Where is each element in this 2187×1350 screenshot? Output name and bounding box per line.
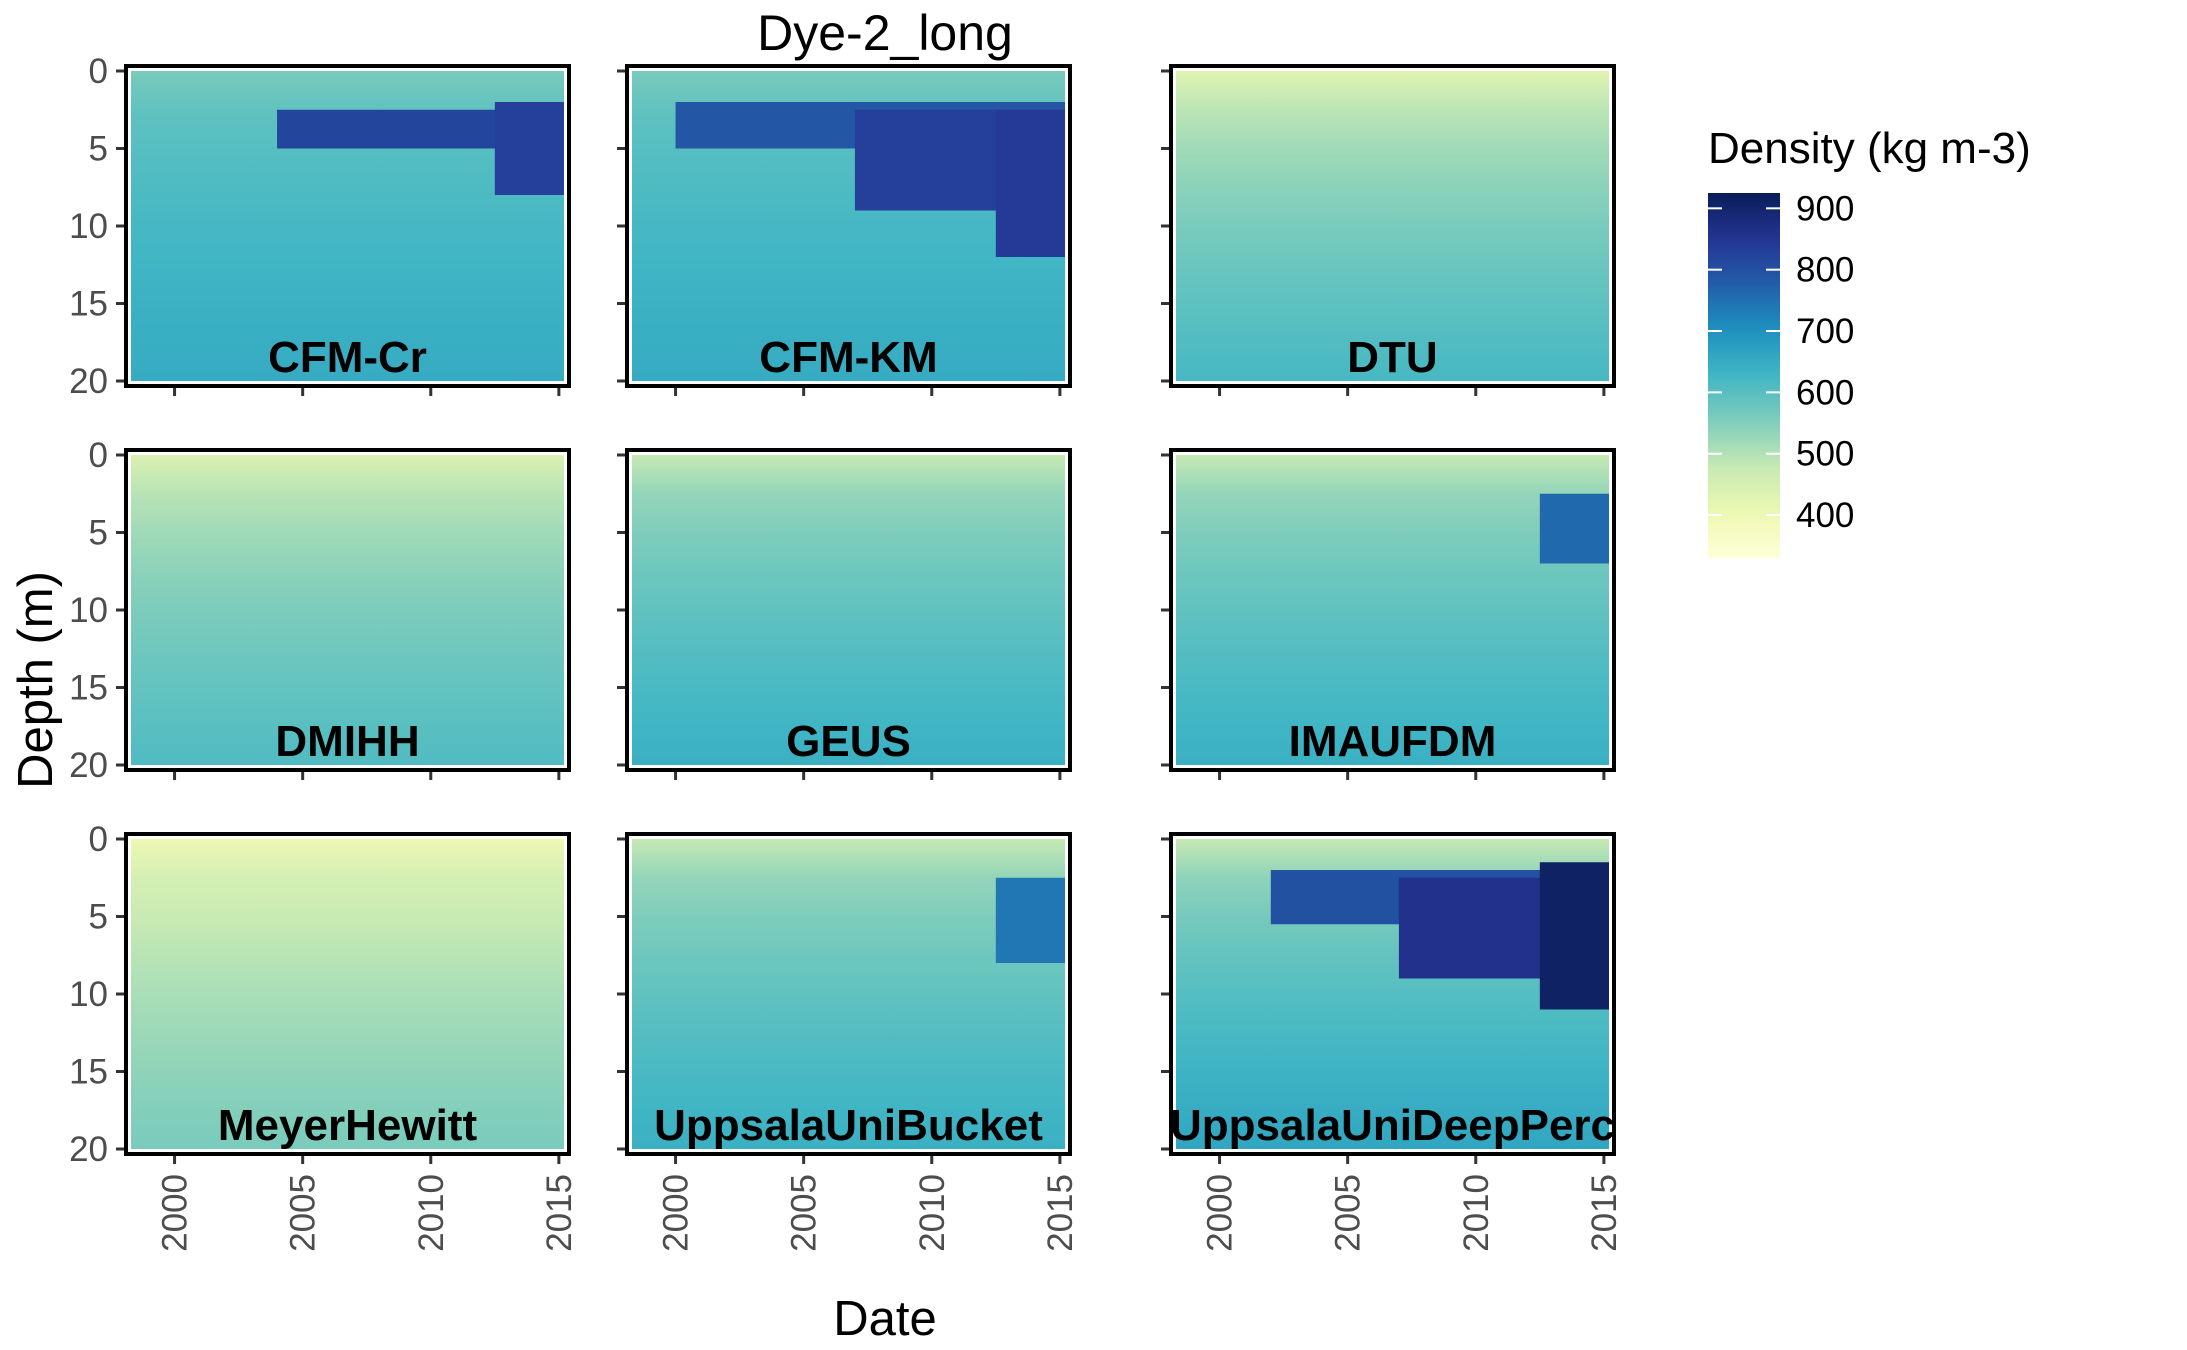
x-tick-label: 2010 <box>412 1174 451 1252</box>
color-legend: Density (kg m-3) 900 800 700 600 500 400 <box>1708 124 2031 558</box>
legend-tick-label: 900 <box>1796 189 1854 228</box>
panel-label: DTU <box>1347 333 1437 382</box>
x-tick-label: 2005 <box>1329 1174 1368 1252</box>
y-tick-label: 20 <box>69 1130 108 1169</box>
x-tick-label: 2000 <box>657 1174 696 1252</box>
x-tick-label: 2010 <box>913 1174 952 1252</box>
density-field <box>131 839 564 1149</box>
panel-label: CFM-KM <box>759 333 937 382</box>
facet-panels: CFM-Cr 0 5 10 15 20 CFM-KM DTU DMIHH 0 5 10 15 20 GEUS… <box>69 52 1624 1252</box>
panel-dtu: DTU <box>1161 64 1616 396</box>
density-field <box>632 839 1065 1149</box>
y-tick-label: 15 <box>69 285 108 324</box>
legend-colorbar <box>1708 193 1780 558</box>
density-field <box>1176 455 1609 765</box>
panel-border <box>625 64 1072 388</box>
panel-label: DMIHH <box>275 717 419 766</box>
density-field <box>1176 71 1609 381</box>
panel-label: UppsalaUniDeepPerc <box>1170 1101 1615 1150</box>
panel-border <box>1169 832 1616 1156</box>
x-tick-label: 2015 <box>1585 1174 1624 1252</box>
x-tick-label: 2005 <box>284 1174 323 1252</box>
y-tick-label: 5 <box>89 514 108 553</box>
panel-label: CFM-Cr <box>268 333 427 382</box>
y-tick-label: 10 <box>69 591 108 630</box>
panel-geus: GEUS <box>617 448 1072 780</box>
panel-imaufdm: IMAUFDM <box>1161 448 1616 780</box>
panel-dmihh: DMIHH 0 5 10 15 20 <box>69 436 571 785</box>
legend-tick-label: 500 <box>1796 435 1854 474</box>
panel-cfm-cr: CFM-Cr 0 5 10 15 20 <box>69 52 571 401</box>
y-tick-label: 20 <box>69 746 108 785</box>
legend-tick-label: 800 <box>1796 251 1854 290</box>
panel-border <box>625 832 1072 1156</box>
y-tick-label: 10 <box>69 207 108 246</box>
legend-tick-label: 400 <box>1796 496 1854 535</box>
panel-cfm-km: CFM-KM <box>617 64 1072 396</box>
y-tick-label: 15 <box>69 669 108 708</box>
panel-border <box>124 448 571 772</box>
panel-label: IMAUFDM <box>1289 717 1497 766</box>
y-tick-label: 0 <box>89 436 108 475</box>
panel-label: UppsalaUniBucket <box>654 1101 1043 1150</box>
panel-border <box>1169 448 1616 772</box>
y-tick-label: 5 <box>89 898 108 937</box>
y-tick-label: 0 <box>89 52 108 91</box>
panel-border <box>124 64 571 388</box>
legend-tick-label: 600 <box>1796 373 1854 412</box>
y-tick-label: 10 <box>69 975 108 1014</box>
x-tick-label: 2000 <box>1201 1174 1240 1252</box>
x-tick-label: 2015 <box>540 1174 579 1252</box>
y-tick-label: 20 <box>69 362 108 401</box>
legend-title: Density (kg m-3) <box>1708 124 2031 173</box>
panel-label: MeyerHewitt <box>218 1101 478 1150</box>
panel-uppsalaunibucket: UppsalaUniBucket 2000 2005 2010 2015 <box>617 832 1080 1252</box>
dense-layer-band <box>995 109 1065 257</box>
dense-layer-band <box>1539 493 1609 564</box>
panel-border <box>124 832 571 1156</box>
y-tick-label: 5 <box>89 130 108 169</box>
chart-title: Dye-2_long <box>757 5 1013 61</box>
panel-border <box>625 448 1072 772</box>
x-tick-label: 2000 <box>156 1174 195 1252</box>
y-tick-label: 15 <box>69 1053 108 1092</box>
dense-layer-band <box>1539 862 1609 1010</box>
y-axis-title: Depth (m) <box>9 571 63 789</box>
density-field <box>131 455 564 765</box>
x-tick-label: 2015 <box>1041 1174 1080 1252</box>
panel-uppsalaunideepperc: UppsalaUniDeepPerc 2000 2005 2010 2015 <box>1161 832 1624 1252</box>
dense-layer-band <box>494 102 564 195</box>
x-axis-title: Date <box>833 1292 937 1346</box>
x-tick-label: 2005 <box>785 1174 824 1252</box>
legend-tick-label: 700 <box>1796 312 1854 351</box>
panel-meyerhewitt: MeyerHewitt 2000 2005 2010 2015 0 5 10 15 20 <box>69 820 579 1252</box>
density-field <box>632 455 1065 765</box>
y-tick-label: 0 <box>89 820 108 859</box>
dense-layer-band <box>995 877 1065 963</box>
panel-label: GEUS <box>786 717 911 766</box>
panel-border <box>1169 64 1616 388</box>
x-tick-label: 2010 <box>1457 1174 1496 1252</box>
